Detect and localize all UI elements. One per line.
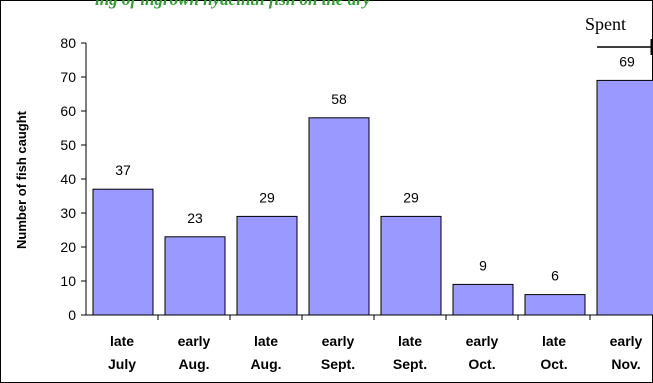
x-tick-label-line1: early [322,333,355,349]
bar [596,79,653,316]
x-tick-label-line2: Aug. [250,356,281,372]
bar [308,117,370,316]
x-tick-label-line1: late [254,333,278,349]
x-tick-label-line1: early [466,333,499,349]
spent-annotation: Spent [585,14,653,55]
y-tick-label: 10 [60,273,76,289]
bar [236,215,298,316]
x-tick-label-line2: July [108,356,136,372]
x-tick-label-line1: early [178,333,211,349]
x-tick-label-line2: Oct. [540,356,567,372]
bar-value-label: 69 [619,53,635,69]
spent-annotation-label: Spent [585,14,626,34]
x-tick-label-line2: Sept. [321,356,355,372]
x-tick-label-line2: Nov. [611,356,640,372]
bar-value-label: 23 [187,210,203,226]
y-axis-label: Number of fish caught [14,110,29,249]
x-tick-label-line1: late [110,333,134,349]
bar-value-label: 58 [331,91,347,107]
x-tick-label-line1: late [542,333,566,349]
y-tick-label: 30 [60,205,76,221]
bar [92,188,154,316]
x-ticks-group [157,315,591,320]
y-tick-label: 40 [60,171,76,187]
value-labels-group: 37 23 29 58 29 9 6 69 [115,53,635,283]
bar-value-label: 37 [115,162,131,178]
y-tick-label: 60 [60,103,76,119]
chart-title: ing of ingrown hyacinth fish on the dry [95,0,371,9]
x-tick-label-line1: late [398,333,422,349]
y-tick-label: 80 [60,35,76,51]
bar [164,236,226,316]
bar-value-label: 6 [551,268,559,284]
y-tick-label: 0 [68,307,76,323]
y-tick-label: 70 [60,69,76,85]
x-tick-label-line2: Sept. [393,356,427,372]
y-ticks-group: 0 10 20 30 40 50 60 70 80 [60,35,86,323]
bar-value-label: 29 [403,189,419,205]
x-tick-label-line2: Aug. [178,356,209,372]
bar [452,283,514,316]
bar-value-label: 9 [479,257,487,273]
y-tick-label: 50 [60,137,76,153]
bars-group [92,79,653,316]
x-tick-label-line1: early [610,333,643,349]
x-tick-labels-group: late July early Aug. late Aug. early Sept. late S… [108,333,643,372]
x-tick-label-line2: Oct. [468,356,495,372]
bar [380,215,442,316]
y-tick-label: 20 [60,239,76,255]
bar-value-label: 29 [259,189,275,205]
bar [524,294,586,316]
